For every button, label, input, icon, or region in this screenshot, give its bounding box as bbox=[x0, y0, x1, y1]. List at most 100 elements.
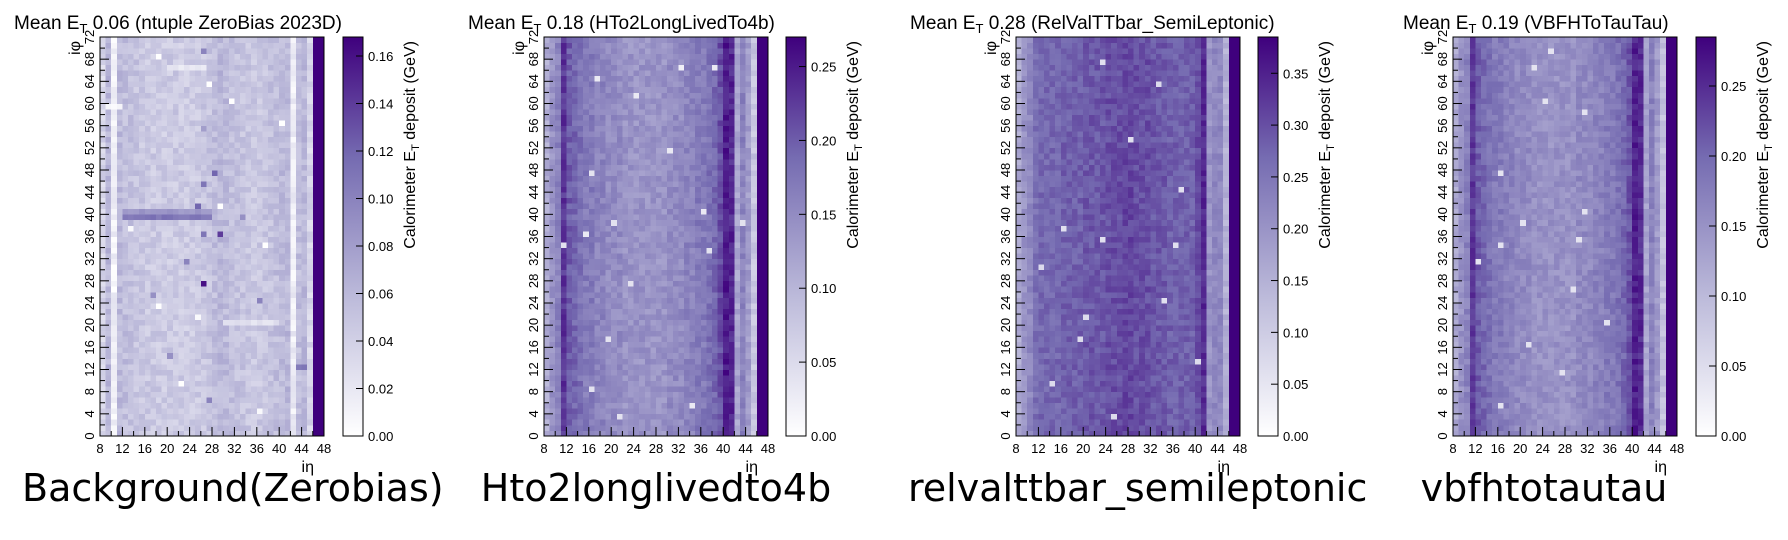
heatmap-cell bbox=[318, 291, 325, 298]
heatmap-cell bbox=[234, 424, 241, 431]
heatmap-cell bbox=[122, 430, 129, 437]
heatmap-cell bbox=[206, 325, 213, 332]
heatmap-cell bbox=[296, 291, 302, 298]
heatmap-cell bbox=[318, 147, 325, 154]
heatmap-cell bbox=[139, 103, 146, 110]
heatmap-cell bbox=[251, 369, 258, 376]
heatmap-cell bbox=[600, 247, 606, 254]
heatmap-cell bbox=[268, 64, 274, 71]
heatmap-cell bbox=[296, 352, 302, 359]
heatmap-cell bbox=[116, 352, 123, 359]
heatmap-cell bbox=[139, 253, 146, 260]
heatmap-cell bbox=[560, 181, 567, 187]
heatmap-cell bbox=[572, 297, 578, 304]
heatmap-cell bbox=[268, 413, 274, 420]
heatmap-cell bbox=[588, 97, 595, 104]
heatmap-cell bbox=[122, 64, 129, 71]
heatmap-cell bbox=[661, 42, 668, 49]
heatmap-cell bbox=[678, 125, 685, 132]
heatmap-cell bbox=[268, 236, 274, 243]
heatmap-cell bbox=[273, 42, 280, 49]
heatmap-cell bbox=[594, 230, 601, 237]
heatmap-cell bbox=[105, 358, 112, 365]
heatmap-cell bbox=[290, 408, 297, 415]
heatmap-cell bbox=[684, 369, 690, 376]
heatmap-cell bbox=[650, 330, 657, 337]
heatmap-cell bbox=[611, 430, 618, 437]
heatmap-cell bbox=[223, 42, 230, 49]
heatmap-cell bbox=[268, 81, 274, 88]
heatmap-cell bbox=[296, 264, 302, 271]
heatmap-cell bbox=[212, 341, 218, 348]
heatmap-cell bbox=[262, 175, 269, 182]
heatmap-cell bbox=[622, 424, 629, 431]
heatmap-cell bbox=[217, 181, 224, 187]
heatmap-cell bbox=[245, 136, 252, 143]
heatmap-cell bbox=[262, 380, 269, 387]
heatmap-cell bbox=[689, 131, 696, 138]
heatmap-cell bbox=[228, 430, 235, 437]
heatmap-cell bbox=[223, 59, 230, 66]
heatmap-cell bbox=[661, 109, 668, 115]
heatmap-cell bbox=[268, 308, 274, 315]
heatmap-cell bbox=[605, 186, 612, 193]
heatmap-cell bbox=[100, 275, 106, 282]
heatmap-cell bbox=[672, 375, 679, 381]
heatmap-cell bbox=[116, 136, 123, 143]
heatmap-cell bbox=[678, 341, 685, 348]
heatmap-cell bbox=[600, 186, 606, 193]
heatmap-cell bbox=[644, 380, 651, 387]
heatmap-cell bbox=[161, 131, 168, 138]
heatmap-cell bbox=[279, 97, 286, 104]
heatmap-cell bbox=[312, 413, 319, 420]
heatmap-cell bbox=[116, 131, 123, 138]
heatmap-cell bbox=[577, 158, 584, 165]
heatmap-cell bbox=[150, 291, 157, 298]
heatmap-cell bbox=[549, 70, 556, 77]
heatmap-cell bbox=[133, 42, 140, 49]
heatmap-cell bbox=[234, 86, 241, 93]
heatmap-cell bbox=[594, 380, 601, 387]
heatmap-cell bbox=[172, 114, 179, 121]
heatmap-cell bbox=[555, 75, 562, 82]
heatmap-cell bbox=[628, 136, 634, 143]
heatmap-cell bbox=[217, 269, 224, 276]
heatmap-cell bbox=[279, 430, 286, 437]
heatmap-cell bbox=[128, 419, 134, 426]
heatmap-cell bbox=[139, 97, 146, 104]
heatmap-cell bbox=[284, 336, 291, 343]
heatmap-cell bbox=[268, 347, 274, 354]
heatmap-cell bbox=[639, 269, 646, 276]
heatmap-cell bbox=[622, 153, 629, 160]
heatmap-cell bbox=[633, 236, 640, 243]
heatmap-cell bbox=[167, 125, 174, 132]
heatmap-cell bbox=[684, 269, 690, 276]
heatmap-cell bbox=[195, 75, 202, 82]
heatmap-cell bbox=[678, 75, 685, 82]
heatmap-cell bbox=[667, 170, 674, 176]
heatmap-cell bbox=[195, 181, 202, 187]
heatmap-panel-1: 8 12 16 20 24 28 32 36 40 44 480481216202428323640… bbox=[14, 13, 422, 476]
heatmap-cell bbox=[195, 363, 202, 370]
heatmap-cell bbox=[184, 48, 190, 54]
heatmap-cell bbox=[678, 208, 685, 215]
heatmap-cell bbox=[639, 247, 646, 254]
heatmap-cell bbox=[307, 336, 314, 343]
heatmap-cell bbox=[122, 391, 129, 398]
heatmap-cell bbox=[594, 109, 601, 115]
heatmap-cell bbox=[200, 413, 207, 420]
heatmap-cell bbox=[228, 203, 235, 210]
heatmap-cell bbox=[296, 125, 302, 132]
heatmap-cell bbox=[279, 413, 286, 420]
heatmap-cell bbox=[549, 125, 556, 132]
heatmap-cell bbox=[195, 64, 202, 71]
heatmap-cell bbox=[600, 147, 606, 154]
heatmap-cell bbox=[588, 48, 595, 54]
heatmap-cell bbox=[656, 192, 662, 199]
heatmap-cell bbox=[560, 408, 567, 415]
heatmap-cell bbox=[150, 419, 157, 426]
heatmap-cell bbox=[616, 341, 623, 348]
heatmap-cell bbox=[284, 375, 291, 381]
heatmap-cell bbox=[256, 208, 263, 215]
heatmap-cell bbox=[695, 330, 702, 337]
